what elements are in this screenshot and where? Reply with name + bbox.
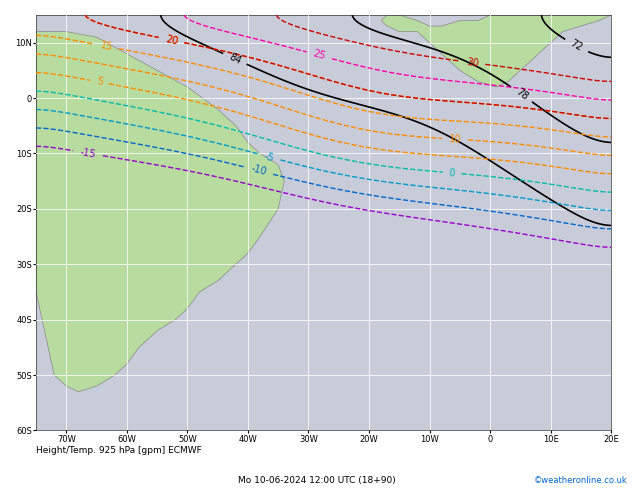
Text: 0: 0 (449, 168, 456, 178)
Polygon shape (36, 32, 284, 392)
Text: -5: -5 (263, 151, 275, 163)
Text: Mo 10-06-2024 12:00 UTC (18+90): Mo 10-06-2024 12:00 UTC (18+90) (238, 476, 396, 485)
Text: 5: 5 (96, 76, 103, 88)
Text: 72: 72 (569, 39, 585, 53)
Text: 78: 78 (514, 87, 529, 102)
Text: 20: 20 (164, 34, 179, 46)
Text: 10: 10 (449, 134, 462, 145)
Text: 84: 84 (227, 51, 243, 66)
Text: 25: 25 (312, 49, 327, 62)
Text: 20: 20 (164, 34, 179, 46)
Text: -10: -10 (250, 164, 268, 177)
Text: ©weatheronline.co.uk: ©weatheronline.co.uk (534, 476, 628, 485)
X-axis label: Height/Temp. 925 hPa [gpm] ECMWF: Height/Temp. 925 hPa [gpm] ECMWF (36, 446, 202, 455)
Polygon shape (381, 15, 611, 87)
Text: -15: -15 (79, 147, 97, 160)
Text: 30: 30 (465, 57, 479, 69)
Text: 15: 15 (99, 40, 113, 52)
